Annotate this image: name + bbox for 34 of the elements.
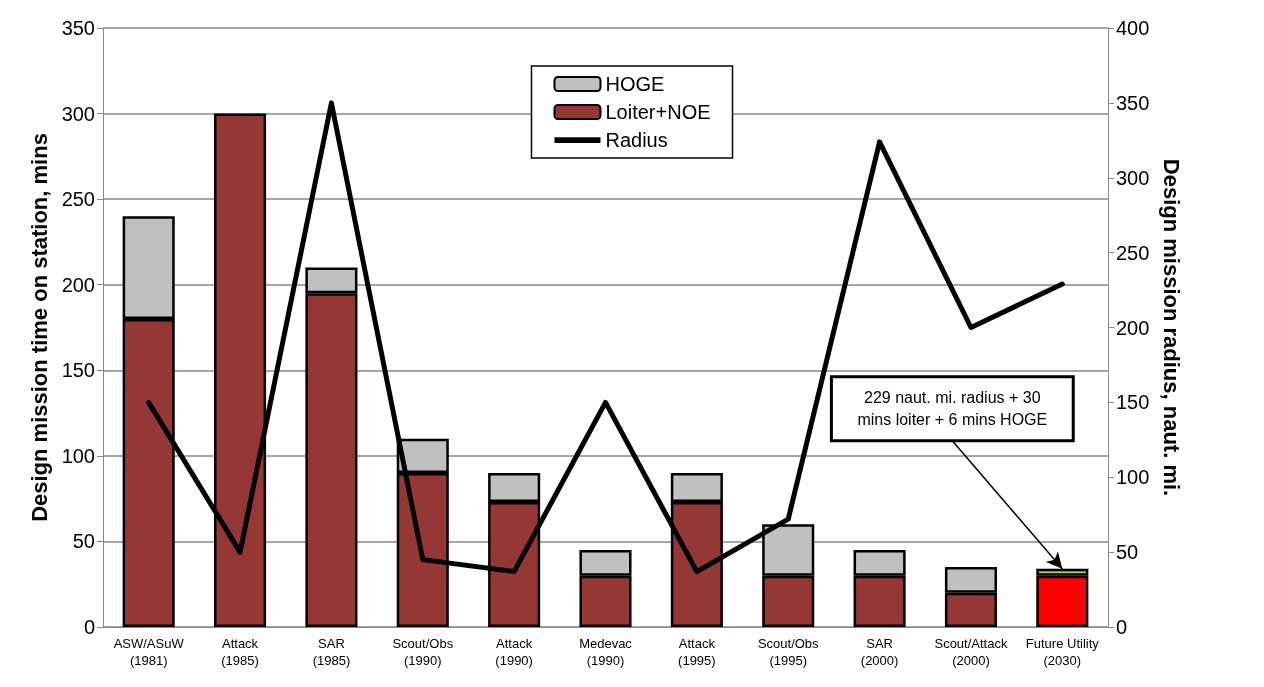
y2-tick-label: 350 (1116, 91, 1150, 114)
x-tick-label: Attack (1985) (221, 636, 259, 668)
y-tick-label: 250 (61, 188, 95, 211)
y-tick-label: 0 (83, 616, 95, 638)
x-tick-label: SAR (2000) (860, 636, 899, 668)
y-tick-label: 200 (61, 273, 95, 296)
y-tick-label: 350 (61, 17, 95, 39)
x-tick-label: ASW/ASuW (1981) (113, 636, 185, 668)
y2-axis-title: Design mission radius, naut. mi. (1158, 158, 1184, 497)
annotation: 229 naut. mi. radius + 30 mins loiter + 6 mins HOGE (857, 389, 1048, 429)
y2-tick-label: 0 (1116, 616, 1128, 638)
x-tick-label: SAR (1985) (312, 636, 351, 668)
y2-tick-label: 100 (1116, 466, 1150, 489)
x-tick-label: Attack (1995) (678, 636, 716, 668)
legend-label: Loiter+NOE (605, 101, 711, 123)
x-tick-label: Scout/Obs (1995) (757, 636, 820, 668)
x-tick-label: Future Utility (2030) (1025, 636, 1100, 668)
x-tick-label: Scout/Obs (1990) (392, 636, 454, 668)
y2-tick-label: 250 (1116, 241, 1150, 264)
x-tick-label: Medevac (1990) (579, 636, 633, 668)
y2-tick-label: 200 (1116, 316, 1150, 339)
y-tick-label: 300 (61, 102, 95, 125)
y2-tick-label: 300 (1116, 166, 1150, 189)
y-axis-title: Design mission time on station, mins (27, 133, 53, 522)
y-tick-label: 150 (61, 359, 95, 382)
legend-label: Radius (605, 129, 668, 151)
x-tick-label: Attack (1990) (495, 636, 533, 668)
y-tick-label: 50 (72, 530, 95, 553)
y2-tick-label: 400 (1116, 17, 1150, 39)
y2-tick-label: 50 (1116, 541, 1139, 564)
y-tick-label: 100 (61, 444, 95, 467)
x-tick-label: Scout/Attack (2000) (934, 636, 1008, 668)
y2-tick-label: 150 (1116, 391, 1150, 414)
legend-label: HOGE (605, 73, 665, 95)
